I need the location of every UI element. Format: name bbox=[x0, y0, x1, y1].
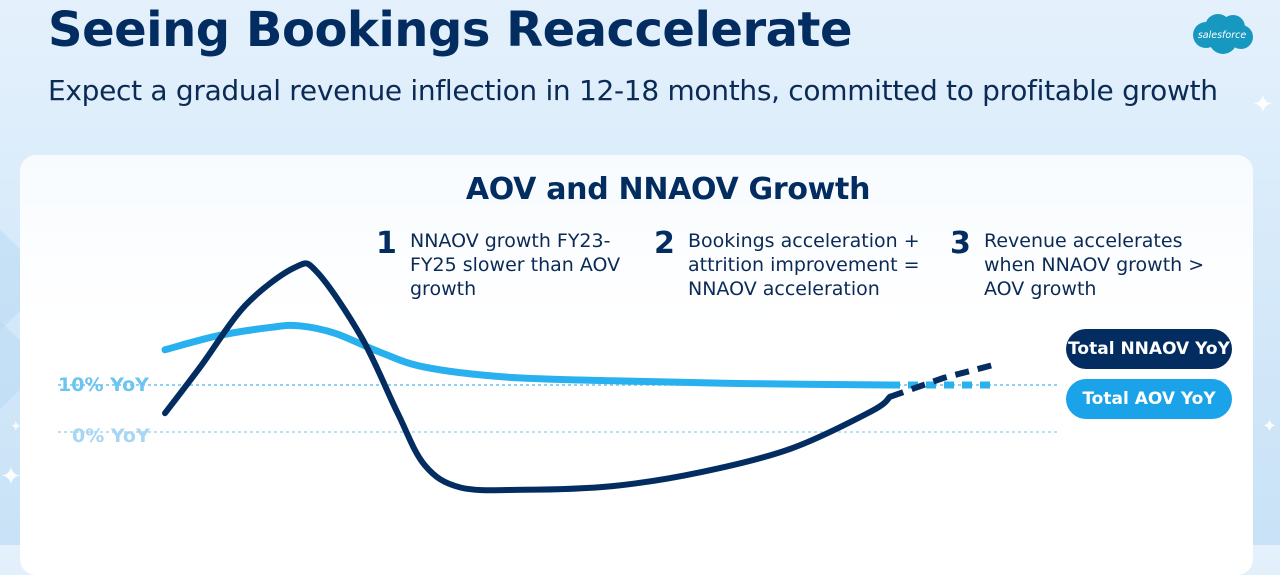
annotation-number: 1 bbox=[376, 226, 397, 261]
series-line-aov bbox=[161, 321, 894, 389]
legend-total-nnaov: Total NNAOV YoY bbox=[1066, 329, 1232, 369]
sparkle-icon: ✦ bbox=[1262, 416, 1278, 437]
page-title: Seeing Bookings Reaccelerate bbox=[48, 2, 853, 58]
annotation-text: Revenue accelerates when NNAOV growth > … bbox=[984, 230, 1205, 300]
chart-card bbox=[20, 155, 1253, 575]
logo-text: salesforce bbox=[1198, 30, 1246, 41]
annotation-1: 1 NNAOV growth FY23- FY25 slower than AO… bbox=[376, 226, 621, 301]
y-reference-label-10: 10% YoY bbox=[58, 374, 149, 396]
sparkle-icon: ✦ bbox=[10, 419, 22, 435]
y-reference-label-0: 0% YoY bbox=[72, 425, 150, 447]
series-line-nnaov bbox=[162, 260, 893, 494]
chart-title: AOV and NNAOV Growth bbox=[465, 172, 871, 207]
salesforce-logo: salesforce bbox=[1193, 14, 1253, 54]
annotation-2: 2 Bookings acceleration + attrition impr… bbox=[654, 226, 920, 301]
legend-total-aov: Total AOV YoY bbox=[1066, 379, 1232, 419]
annotation-text: Bookings acceleration + attrition improv… bbox=[688, 230, 920, 300]
annotation-text: NNAOV growth FY23- FY25 slower than AOV … bbox=[410, 230, 621, 300]
page-subtitle: Expect a gradual revenue inflection in 1… bbox=[48, 74, 1218, 107]
chart-plot bbox=[58, 260, 1060, 494]
sparkle-icon: ✦ bbox=[0, 462, 22, 492]
sparkle-icon: ✦ bbox=[1252, 90, 1274, 120]
series-projection-nnaov bbox=[889, 360, 999, 400]
annotation-number: 2 bbox=[654, 226, 675, 261]
annotation-3: 3 Revenue accelerates when NNAOV growth … bbox=[950, 226, 1205, 301]
annotation-number: 3 bbox=[950, 226, 971, 261]
